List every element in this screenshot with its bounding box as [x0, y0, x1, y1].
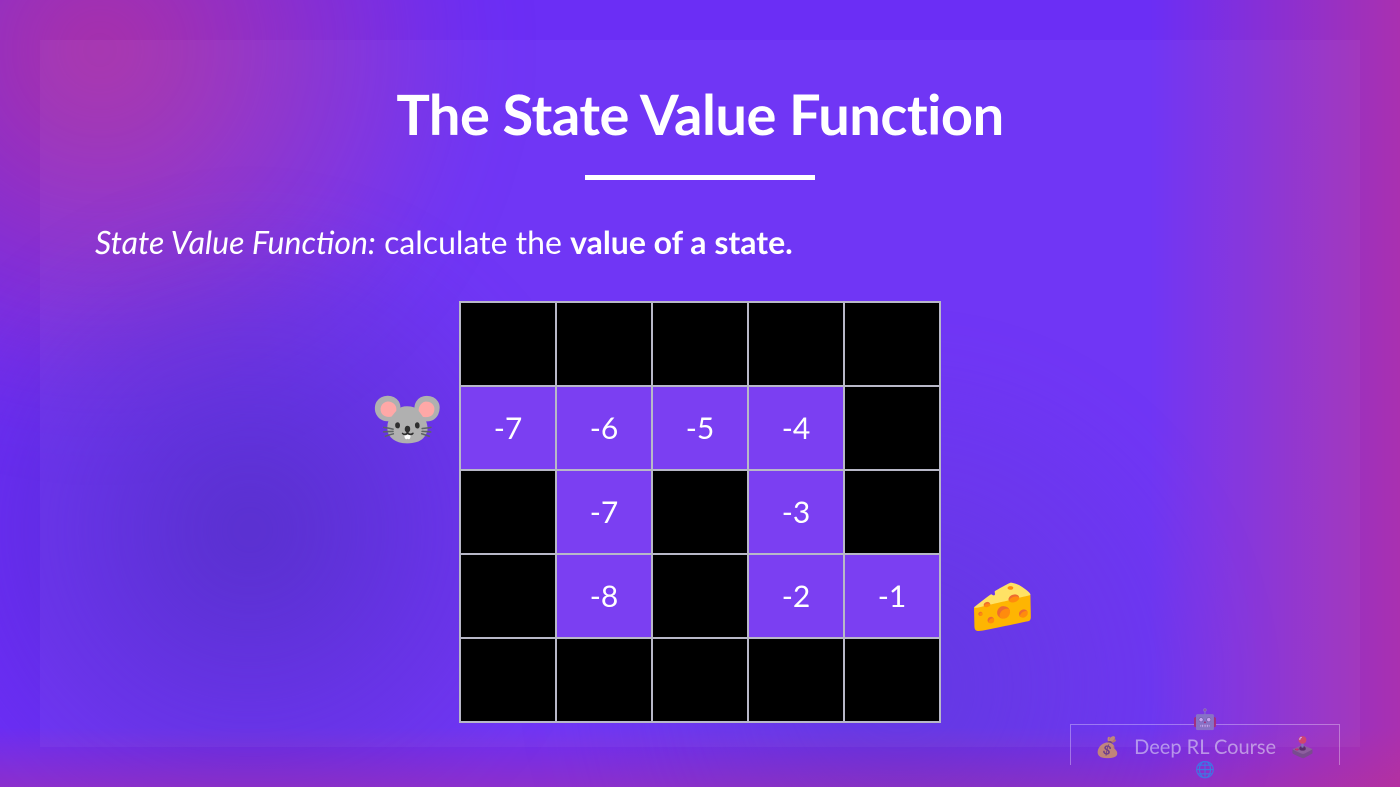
subtitle-plain: calculate the	[376, 222, 570, 261]
globe-icon: 🌐	[1195, 760, 1215, 779]
grid-wall-cell	[653, 303, 747, 385]
grid-value-cell: -2	[749, 555, 843, 637]
grid-wall-cell	[653, 639, 747, 721]
grid-value-cell: -5	[653, 387, 747, 469]
grid-wall-cell	[749, 639, 843, 721]
slide-title: The State Value Function	[0, 80, 1400, 147]
grid-wall-cell	[653, 471, 747, 553]
content-area: The State Value Function State Value Fun…	[0, 0, 1400, 787]
grid-value-cell: -7	[461, 387, 555, 469]
grid-wall-cell	[845, 387, 939, 469]
grid-value-cell: -6	[557, 387, 651, 469]
grid-wall-cell	[653, 555, 747, 637]
mouse-icon: 🐭	[370, 386, 445, 446]
grid-value-cell: -7	[557, 471, 651, 553]
footer-box: 🤖 💰 Deep RL Course 🕹️ 🌐	[1070, 724, 1340, 765]
grid-value-cell: -8	[557, 555, 651, 637]
joystick-icon: 🕹️	[1290, 735, 1315, 759]
grid-wall-cell	[461, 555, 555, 637]
grid-wall-cell	[557, 303, 651, 385]
grid-wall-cell	[845, 303, 939, 385]
grid-value-cell: -4	[749, 387, 843, 469]
subtitle-bold: value of a state.	[570, 222, 793, 261]
footer-text: Deep RL Course	[1134, 735, 1276, 759]
footer-logo: 🤖 💰 Deep RL Course 🕹️ 🌐	[1070, 724, 1340, 765]
subtitle-italic: State Value Function:	[95, 222, 376, 261]
robot-icon: 🤖	[1189, 707, 1222, 731]
grid-area: 🐭 -7-6-5-4 -7 -3 -8 -2-1 🧀	[350, 301, 1050, 723]
grid-wall-cell	[461, 639, 555, 721]
grid-wall-cell	[461, 303, 555, 385]
grid-wall-cell	[845, 639, 939, 721]
subtitle: State Value Function: calculate the valu…	[95, 222, 1400, 261]
grid-wall-cell	[461, 471, 555, 553]
grid-wall-cell	[845, 471, 939, 553]
grid-value-cell: -1	[845, 555, 939, 637]
grid-wall-cell	[557, 639, 651, 721]
grid-wall-cell	[749, 303, 843, 385]
slide: The State Value Function State Value Fun…	[0, 0, 1400, 787]
value-grid: -7-6-5-4 -7 -3 -8 -2-1	[459, 301, 941, 723]
cheese-icon: 🧀	[970, 579, 1035, 631]
moneybag-icon: 💰	[1095, 735, 1120, 759]
grid-value-cell: -3	[749, 471, 843, 553]
title-underline	[585, 175, 815, 180]
